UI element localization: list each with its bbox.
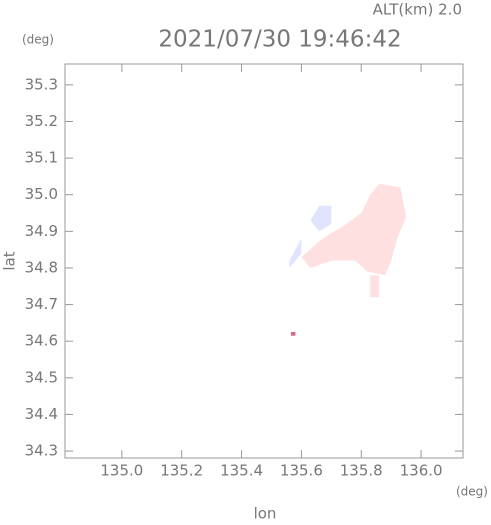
y-tick-label: 34.3 xyxy=(25,442,58,460)
echo-region xyxy=(370,275,380,298)
x-tick-label: 135.6 xyxy=(280,462,323,480)
y-tick-label: 35.0 xyxy=(25,185,58,203)
plot-frame xyxy=(64,63,464,459)
y-unit: (deg) xyxy=(22,33,54,47)
x-label: lon xyxy=(254,505,277,522)
y-tick-label: 34.7 xyxy=(25,295,58,313)
x-tick-label: 135.8 xyxy=(340,462,383,480)
y-tick-label: 34.5 xyxy=(25,368,58,386)
echo-region xyxy=(290,332,296,336)
echo-region xyxy=(301,183,407,276)
subtitle: ALT(km) 2.0 xyxy=(373,1,462,19)
y-tick-label: 34.4 xyxy=(25,405,58,423)
x-tick-label: 135.0 xyxy=(100,462,143,480)
echo-region xyxy=(289,238,302,268)
x-tick-label: 136.0 xyxy=(400,462,443,480)
y-tick-label: 34.9 xyxy=(25,222,58,240)
y-tick-label: 34.6 xyxy=(25,332,58,350)
y-tick-label: 35.2 xyxy=(25,112,58,130)
echo-region xyxy=(310,205,332,232)
chart-title: 2021/07/30 19:46:42 xyxy=(158,27,401,53)
x-tick-label: 135.2 xyxy=(160,462,203,480)
y-tick-label: 35.1 xyxy=(25,149,58,167)
y-tick-label: 34.8 xyxy=(25,258,58,276)
y-tick-label: 35.3 xyxy=(25,75,58,93)
y-label: lat xyxy=(1,251,19,270)
x-tick-label: 135.4 xyxy=(220,462,263,480)
x-unit: (deg) xyxy=(456,485,488,499)
